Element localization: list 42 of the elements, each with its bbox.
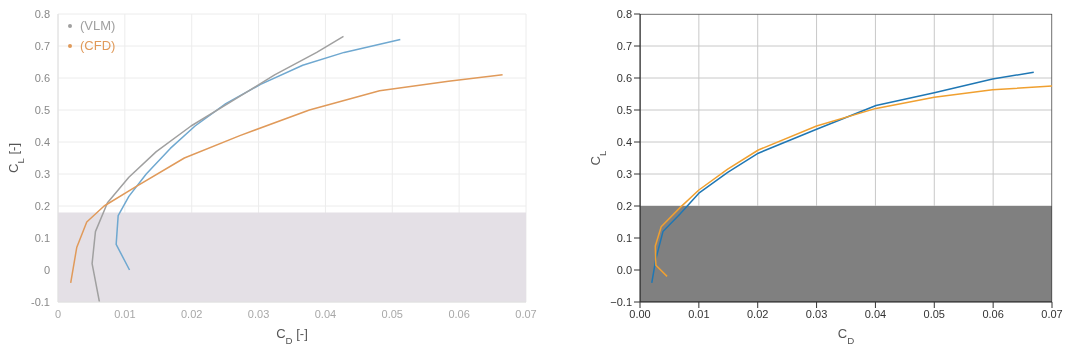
y-tick-label: 0.7 xyxy=(34,39,50,52)
x-tick-label: 0.04 xyxy=(864,307,887,320)
y-tick-label: 0.4 xyxy=(34,135,50,148)
y-tick-label: −0.1 xyxy=(610,295,632,308)
y-tick-label: 0.3 xyxy=(34,167,50,180)
y-tick-label: 0.7 xyxy=(616,39,632,52)
x-tick-label: 0.06 xyxy=(982,307,1004,320)
legend-label: (VLM) xyxy=(80,18,116,33)
x-tick-label: 0 xyxy=(54,307,62,320)
x-tick-label: 0.05 xyxy=(923,307,945,320)
x-tick-label: 0.04 xyxy=(314,307,337,320)
x-tick-label: 0.07 xyxy=(515,307,537,320)
y-tick-label: 0.1 xyxy=(616,231,632,244)
x-tick-label: 0.06 xyxy=(448,307,470,320)
line-series xyxy=(115,38,402,271)
y-tick-label: 0.2 xyxy=(616,199,632,212)
y-tick-label: 0.5 xyxy=(34,103,50,116)
y-tick-label: 0.2 xyxy=(34,199,50,212)
y-tick-label: 0.8 xyxy=(616,7,632,20)
x-tick-label: 0.05 xyxy=(381,307,403,320)
x-tick-label: 0.02 xyxy=(181,307,203,320)
x-tick-label: 0.07 xyxy=(1041,307,1063,320)
y-tick-label: 0.8 xyxy=(34,7,50,20)
x-tick-label: 0.00 xyxy=(629,307,651,320)
x-tick-label: 0.02 xyxy=(747,307,769,320)
x-tick-label: 0.03 xyxy=(247,307,270,320)
y-tick-label: 0.6 xyxy=(616,71,632,84)
y-tick-label: 0.4 xyxy=(616,135,632,148)
y-tick-label: 0.0 xyxy=(616,263,632,276)
x-axis-title: C$_{D}$ [-] xyxy=(276,326,308,346)
y-tick-label: 0 xyxy=(43,263,50,276)
x-tick-label: 0.01 xyxy=(114,307,136,320)
x-axis-title: C$_{D}$ xyxy=(837,326,855,346)
y-tick-label: 0.3 xyxy=(616,167,632,180)
legend-label: (CFD) xyxy=(80,38,116,53)
y-tick-label: -0.1 xyxy=(31,295,50,308)
x-tick-label: 0.03 xyxy=(805,307,828,320)
y-tick-label: 0.6 xyxy=(34,71,50,84)
x-tick-label: 0.01 xyxy=(688,307,710,320)
y-tick-label: 0.1 xyxy=(34,231,50,244)
y-tick-label: 0.5 xyxy=(616,103,632,116)
line-series xyxy=(69,74,504,284)
